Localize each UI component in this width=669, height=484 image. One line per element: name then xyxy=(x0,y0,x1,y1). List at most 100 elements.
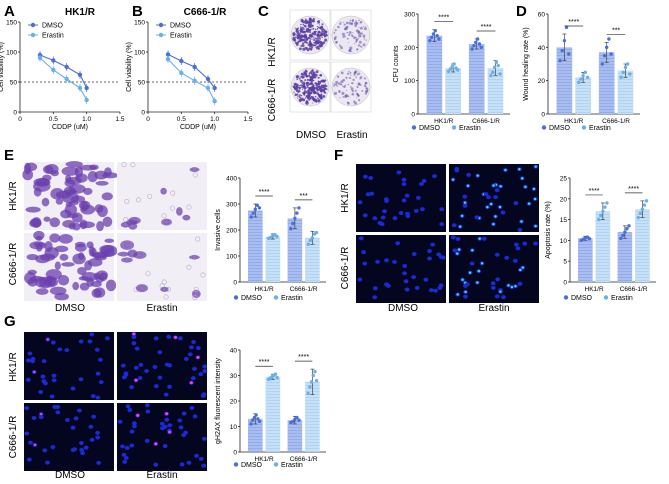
colony-dot xyxy=(333,31,336,34)
colony-dot xyxy=(363,77,367,80)
series-line-erastin xyxy=(39,57,88,101)
stained-cell xyxy=(36,243,43,252)
colony-dot xyxy=(343,35,346,38)
bar-erastin xyxy=(305,237,320,282)
nucleus xyxy=(52,404,58,409)
nucleus xyxy=(90,394,96,399)
stained-cell xyxy=(89,164,99,170)
colony-dot xyxy=(304,46,306,48)
nucleus xyxy=(121,452,127,457)
colony-dot xyxy=(313,100,315,102)
colony-dot xyxy=(305,38,309,41)
nucleus xyxy=(129,385,134,390)
significance-label: *** xyxy=(612,27,620,34)
x-tick-label: 0.5 xyxy=(49,116,58,123)
colony-dot xyxy=(352,32,354,34)
stained-cell xyxy=(86,241,94,249)
y-tick-label: 0 xyxy=(233,450,237,457)
nucleus xyxy=(372,286,378,291)
stained-cell xyxy=(55,198,64,205)
data-point xyxy=(289,227,293,231)
data-point xyxy=(579,77,583,81)
data-point xyxy=(492,65,497,70)
nucleus xyxy=(24,406,30,411)
chart-A-viability: 0 50 100 150 0 0.5 1.0 1.5 CDDP (uM) Cell viabili… xyxy=(0,20,125,132)
colony-dot xyxy=(304,18,306,20)
apoptotic-signal xyxy=(518,168,521,171)
colony-dot xyxy=(316,27,319,30)
legend-label: DMSO xyxy=(42,23,64,30)
colony-dot xyxy=(302,20,306,24)
micrograph-tile xyxy=(117,403,207,471)
y-tick-label: 0 xyxy=(563,280,567,287)
stained-cell xyxy=(182,214,191,221)
y-tick-label: 0 xyxy=(233,280,237,287)
colony-dot xyxy=(365,87,368,90)
nucleus xyxy=(157,375,163,380)
apoptotic-signal xyxy=(527,202,531,205)
colony-dot xyxy=(299,79,301,81)
stained-cell xyxy=(35,288,49,295)
data-point xyxy=(64,76,69,82)
nucleus xyxy=(428,288,434,293)
colony-dot xyxy=(314,73,318,77)
apoptotic-signal xyxy=(504,168,507,172)
data-point xyxy=(249,422,253,426)
x-tick-label: C666-1/R xyxy=(602,118,630,125)
legend-label: Erastin xyxy=(170,33,192,40)
bar-erastin xyxy=(635,209,650,282)
nucleus xyxy=(200,393,206,398)
nucleus xyxy=(138,362,144,367)
data-point xyxy=(273,372,278,376)
nucleus xyxy=(129,443,135,448)
colony-dot xyxy=(294,36,297,39)
pore xyxy=(195,236,201,242)
nucleus xyxy=(94,347,100,352)
data-point xyxy=(428,38,432,43)
apoptotic-signal xyxy=(510,285,514,289)
colony-dot xyxy=(358,71,360,73)
stained-cell xyxy=(120,240,135,250)
colony-dot xyxy=(341,32,345,36)
colony-dot xyxy=(314,95,317,98)
data-point xyxy=(619,75,623,80)
colony-dot xyxy=(321,23,324,26)
colony-dot xyxy=(299,39,303,42)
colony-dot xyxy=(317,26,320,28)
y-tick-label: 50 xyxy=(138,80,146,87)
colony-dot xyxy=(359,78,361,80)
nucleus xyxy=(25,377,31,382)
colony-dot xyxy=(295,34,298,36)
row-label-E-2: C666-1/R xyxy=(8,243,19,286)
apoptotic-signal xyxy=(464,290,467,294)
nucleus xyxy=(433,288,439,293)
pore xyxy=(200,272,206,278)
colony-dot xyxy=(319,82,321,85)
colony-dot xyxy=(353,71,357,74)
pore xyxy=(170,190,176,196)
data-point xyxy=(251,211,255,215)
colony-dot xyxy=(323,84,327,88)
data-point xyxy=(309,380,314,384)
stained-cell xyxy=(120,221,131,228)
data-point xyxy=(51,58,56,63)
stained-cell xyxy=(72,281,80,291)
nucleus xyxy=(481,236,487,241)
colony-dot xyxy=(316,33,318,35)
stained-cell xyxy=(189,167,200,172)
y-tick-label: 150 xyxy=(134,20,145,27)
y-tick-label: 0 xyxy=(541,112,545,119)
nucleus xyxy=(95,395,101,400)
data-point xyxy=(564,25,569,30)
y-tick-label: 40 xyxy=(230,348,238,355)
nucleus xyxy=(50,445,56,450)
colony-dot xyxy=(309,88,313,92)
colony-dot xyxy=(316,99,318,101)
x-tick-label: C666-1/R xyxy=(290,456,318,463)
nucleus xyxy=(73,416,79,421)
data-point xyxy=(310,236,315,240)
colony-dot xyxy=(295,30,298,33)
colony-dot xyxy=(356,73,359,76)
stained-cell xyxy=(74,243,87,252)
colony-dot xyxy=(319,38,321,41)
